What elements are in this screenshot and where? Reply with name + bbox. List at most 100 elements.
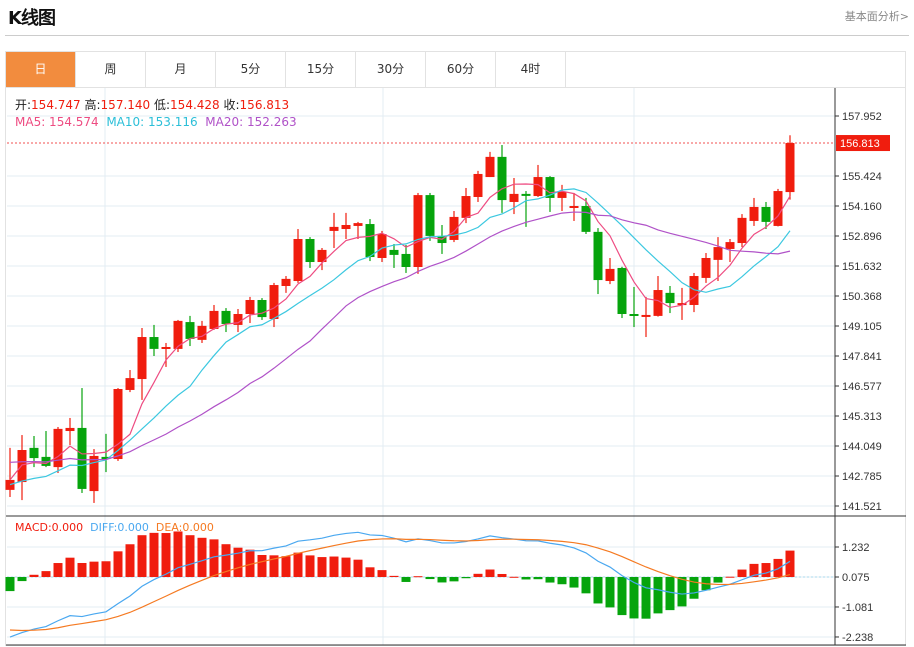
candle: [5, 447, 15, 498]
macd-bar: [53, 563, 63, 577]
macd-bar: [149, 532, 159, 577]
candle-body: [593, 231, 603, 281]
macd-bar: [185, 535, 195, 577]
candle-body: [53, 428, 63, 468]
candle: [485, 151, 495, 178]
candle-body: [449, 216, 459, 240]
candle: [785, 135, 795, 200]
price-tick-label: 154.160: [842, 201, 882, 213]
candle: [305, 237, 315, 268]
tab-30min[interactable]: 30分: [356, 52, 426, 87]
price-tick-label: 150.368: [842, 291, 882, 303]
candle: [605, 257, 615, 285]
candle-body: [77, 427, 87, 489]
candle: [197, 320, 207, 343]
macd-bar: [737, 569, 747, 577]
candle-body: [65, 427, 75, 432]
macd-bar: [689, 577, 699, 599]
last-price-label: 156.813: [840, 138, 880, 150]
candle: [557, 184, 567, 211]
macd-bar: [401, 577, 411, 582]
candle-body: [89, 455, 99, 492]
price-tick-label: 142.785: [842, 471, 882, 483]
candle: [377, 230, 387, 263]
candle-body: [617, 267, 627, 315]
macd-bar: [593, 577, 603, 604]
candle: [245, 296, 255, 324]
candle: [65, 417, 75, 446]
tab-4hour[interactable]: 4时: [496, 52, 566, 87]
high-label: 高:: [84, 98, 101, 112]
candle: [185, 315, 195, 347]
ma-info: MA5: 154.574 MA10: 153.116 MA20: 152.263: [15, 115, 297, 129]
macd-bar: [449, 577, 459, 582]
candle: [125, 370, 135, 393]
candle: [689, 272, 699, 313]
candle: [641, 296, 651, 338]
open-label: 开:: [15, 98, 32, 112]
macd-bar: [389, 575, 399, 577]
tab-15min[interactable]: 15分: [286, 52, 356, 87]
tab-60min[interactable]: 60分: [426, 52, 496, 87]
candle-body: [197, 325, 207, 340]
candle: [617, 266, 627, 319]
candle: [413, 192, 423, 274]
macd-bar: [665, 577, 675, 611]
candle: [533, 164, 543, 197]
ma5-value: MA5: 154.574: [15, 115, 99, 129]
diff-line: [9, 531, 791, 638]
macd-tick-label: -1.081: [842, 602, 873, 614]
candle: [233, 309, 243, 333]
price-tick-label: 157.952: [842, 111, 882, 123]
candle: [473, 170, 483, 202]
candle-body: [641, 314, 651, 317]
candle: [77, 388, 87, 493]
tab-week[interactable]: 周: [76, 52, 146, 87]
macd-bar: [137, 535, 147, 577]
candle-body: [125, 378, 135, 390]
candle-body: [269, 285, 279, 319]
candle-body: [329, 226, 339, 231]
close-value: 156.813: [239, 98, 290, 112]
macd-info: MACD:0.000 DIFF:0.000 DEA:0.000: [15, 521, 214, 534]
tab-day[interactable]: 日: [6, 52, 76, 87]
candle-body: [629, 314, 639, 317]
ohlc-info: 开:154.747 高:157.140 低:154.428 收:156.813: [15, 96, 289, 113]
candle: [137, 328, 147, 400]
tab-month[interactable]: 月: [146, 52, 216, 87]
tab-5min[interactable]: 5分: [216, 52, 286, 87]
candle-body: [413, 195, 423, 268]
macd-bar: [341, 557, 351, 577]
macd-bar: [557, 577, 567, 585]
candle: [677, 287, 687, 320]
candle: [701, 253, 711, 283]
divider: [5, 35, 909, 36]
macd-bar: [629, 577, 639, 619]
macd-bar: [41, 571, 51, 577]
candle-body: [353, 223, 363, 226]
page-title: K线图: [8, 8, 56, 29]
macd-bar: [725, 576, 735, 578]
macd-bar: [413, 576, 423, 578]
price-tick-label: 149.105: [842, 321, 882, 333]
candle-body: [245, 299, 255, 315]
candle: [353, 221, 363, 239]
candle-body: [521, 193, 531, 196]
candle-body: [401, 253, 411, 268]
macd-tick-label: -2.238: [842, 632, 873, 644]
period-tabs: 日 周 月 5分 15分 30分 60分 4时: [6, 52, 906, 88]
candle-body: [173, 320, 183, 349]
macd-bar: [521, 577, 531, 580]
candle-body: [749, 206, 759, 221]
macd-value: MACD:0.000: [15, 521, 84, 534]
candle: [425, 192, 435, 241]
candle: [269, 282, 279, 328]
candle-body: [317, 249, 327, 263]
candle-body: [113, 389, 123, 460]
fundamental-analysis-link[interactable]: 基本面分析>: [844, 10, 909, 23]
candle: [773, 188, 783, 227]
dea-line: [9, 538, 791, 632]
macd-bar: [173, 531, 183, 577]
candle-body: [677, 303, 687, 306]
